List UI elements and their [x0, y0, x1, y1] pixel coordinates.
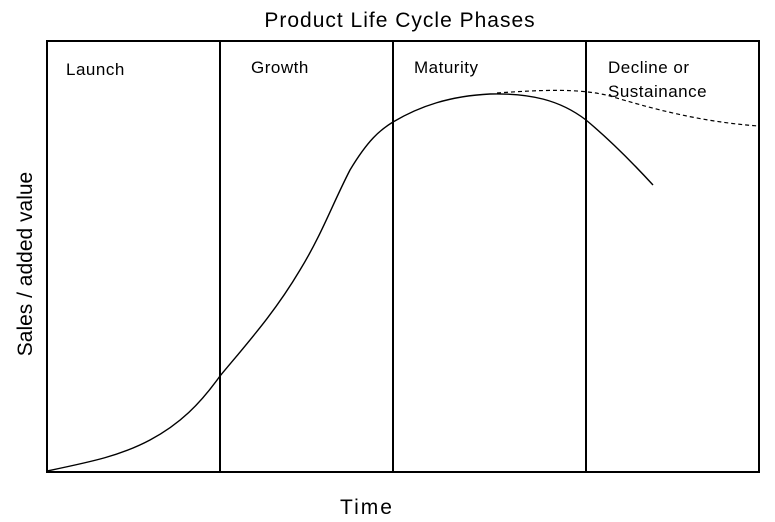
phase-label-maturity: Maturity [414, 58, 478, 77]
phase-label-launch: Launch [66, 60, 125, 79]
diagram-title: Product Life Cycle Phases [264, 9, 535, 32]
diagram-frame [46, 40, 760, 473]
life-cycle-curve [46, 93, 654, 472]
y-axis-label: Sales / added value [14, 172, 37, 356]
phase-label-growth: Growth [251, 58, 309, 77]
phase-label-decline-line-1: Decline or [608, 58, 690, 77]
phase-label-decline-line-2: Sustainance [608, 82, 707, 101]
sustainance-curve-dashed [496, 89, 760, 127]
x-axis-label: Time [340, 496, 394, 519]
